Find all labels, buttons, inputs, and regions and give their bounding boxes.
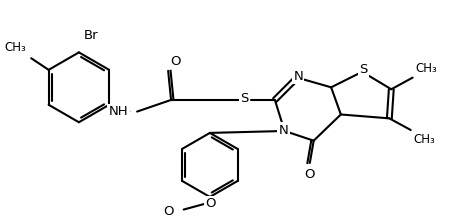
Text: N: N bbox=[279, 124, 288, 136]
Text: O: O bbox=[163, 205, 174, 218]
Text: S: S bbox=[241, 92, 249, 106]
Text: O: O bbox=[305, 168, 315, 181]
Text: O: O bbox=[206, 197, 216, 210]
Text: O: O bbox=[170, 55, 181, 68]
Text: CH₃: CH₃ bbox=[414, 133, 435, 146]
Text: S: S bbox=[359, 63, 367, 76]
Text: CH₃: CH₃ bbox=[5, 41, 26, 54]
Text: N: N bbox=[293, 70, 303, 83]
Text: NH: NH bbox=[109, 105, 128, 118]
Text: CH₃: CH₃ bbox=[415, 62, 437, 75]
Text: Br: Br bbox=[84, 29, 99, 42]
